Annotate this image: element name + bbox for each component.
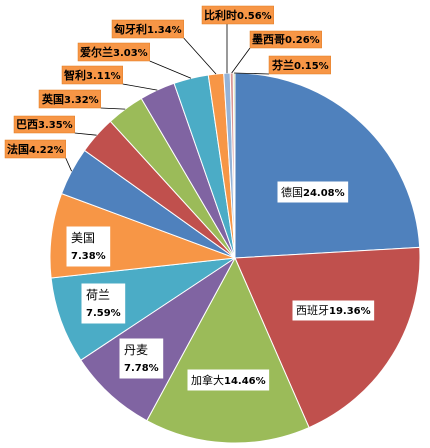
label-e6af94e588a9e697b6: 比利时0.56% [201,5,274,25]
label-e699bae588a9: 智利3.11% [61,65,123,85]
svg-text:比利时0.56%: 比利时0.56% [204,8,272,22]
svg-text:英国3.32%: 英国3.32% [41,92,99,106]
svg-text:丹麦: 丹麦 [124,343,148,357]
pie-slices [49,72,421,444]
svg-text:美国: 美国 [71,231,95,245]
svg-text:匈牙利1.34%: 匈牙利1.34% [114,22,182,36]
label-e88bb1e59bbd: 英国3.32% [38,89,101,109]
leader-lines [65,24,270,172]
svg-text:巴西3.35%: 巴西3.35% [16,118,73,131]
svg-text:7.78%: 7.78% [124,363,159,374]
label-e5b7b4e8a5bf: 巴西3.35% [13,115,75,134]
svg-text:7.59%: 7.59% [86,308,121,319]
leader-line-e5a2a8e8a5bfe593a5 [231,47,251,74]
svg-text:芬兰0.15%: 芬兰0.15% [271,58,329,72]
label-e7be8ee59bbd: 美国 7.38% [66,226,111,267]
slice-e8a5bfe78fade78999 [234,246,421,429]
svg-text:7.38%: 7.38% [71,251,106,262]
label-e58c88e78999e588a9: 匈牙利1.34% [111,19,184,39]
slice-e5beb7e59bbd [234,72,421,259]
label-e5a2a8e8a5bfe593a5: 墨西哥0.26% [249,30,322,49]
slice-labels: 德国24.08% 西班牙19.36% 加拿大14.46% 丹麦 7.78% 荷兰 7.59%… [4,5,375,391]
label-e88db7e585b0: 荷兰 7.59% [81,283,126,324]
svg-text:墨西哥0.26%: 墨西哥0.26% [252,33,320,46]
svg-text:德国24.08%: 德国24.08% [281,185,345,199]
label-e5beb7e59bbd: 德国24.08% [277,181,349,203]
label-e8a5bfe78fade78999: 西班牙19.36% [292,300,375,321]
leader-line-e699bae588a9 [122,83,158,91]
label-e788b1e5b094e585b0: 爱尔兰3.03% [77,42,150,62]
svg-text:荷兰: 荷兰 [86,288,110,302]
leader-line-e6b395e59bbd [65,157,72,172]
svg-text:法国4.22%: 法国4.22% [7,142,64,156]
svg-text:加拿大14.46%: 加拿大14.46% [191,373,266,387]
slice-e58aa0e68bbfe5a4a7 [146,256,310,444]
label-e58aa0e68bbfe5a4a7: 加拿大14.46% [187,369,270,391]
label-e6b395e59bbd: 法国4.22% [4,139,66,159]
leader-line-e88aace585b0 [234,72,270,75]
svg-text:爱尔兰3.03%: 爱尔兰3.03% [80,45,148,59]
leader-line-e5b7b4e8a5bf [74,132,97,136]
svg-text:西班牙19.36%: 西班牙19.36% [296,304,371,317]
label-e4b8b9e9baa6: 丹麦 7.78% [119,338,164,379]
leader-line-e788b1e5b094e585b0 [149,60,192,79]
leader-line-e58c88e78999e588a9 [183,37,217,75]
label-e88aace585b0: 芬兰0.15% [268,55,331,75]
leader-line-e88bb1e59bbd [100,107,126,110]
svg-text:智利3.11%: 智利3.11% [64,68,121,82]
